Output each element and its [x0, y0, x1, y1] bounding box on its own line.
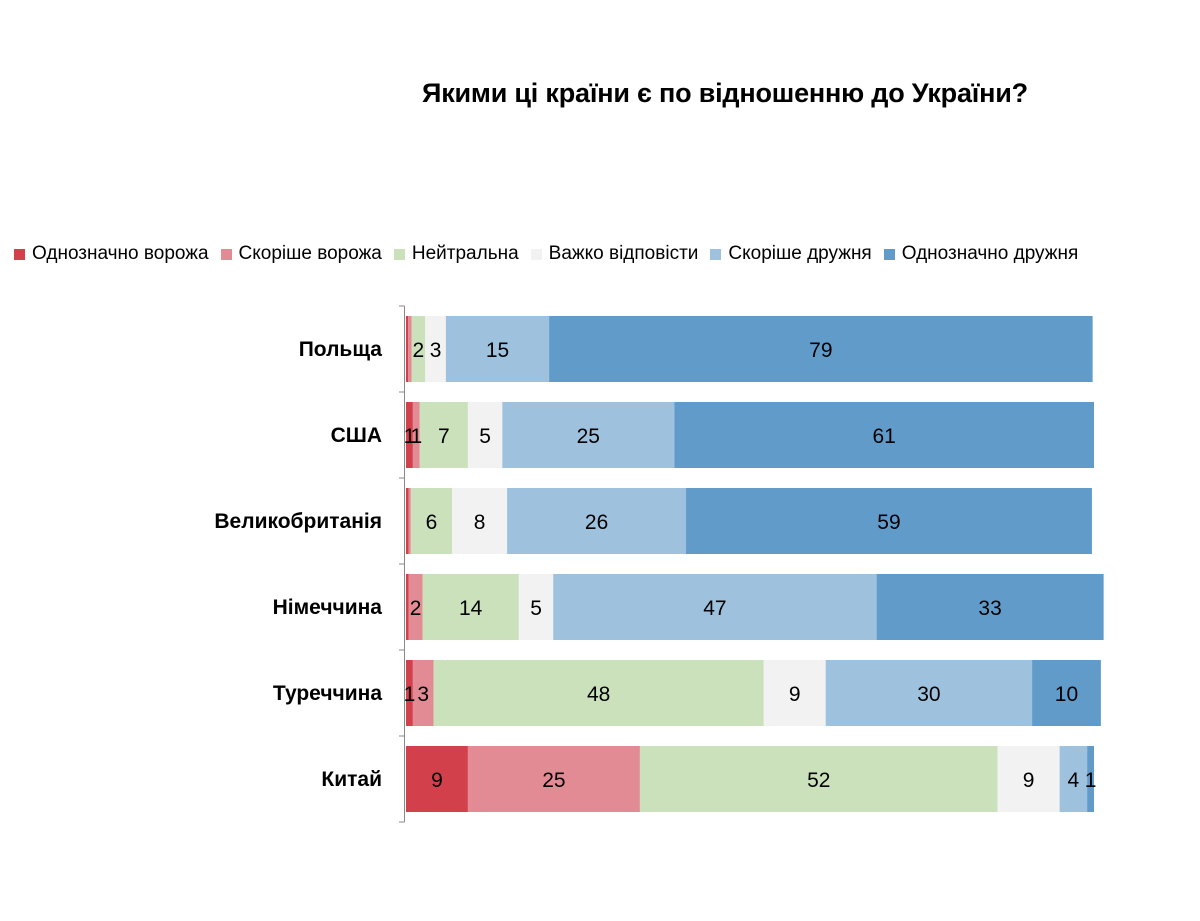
data-label: 3 — [430, 339, 442, 362]
bar-segment — [452, 488, 508, 554]
bar-segment — [433, 660, 764, 726]
legend-item: Скоріше ворожа — [220, 243, 382, 265]
bar-segment — [406, 316, 409, 382]
legend-item: Нейтральна — [393, 243, 519, 265]
bar-segment — [763, 660, 826, 726]
data-label: 25 — [577, 425, 600, 448]
data-label: 3 — [417, 683, 429, 706]
legend-label: Скоріше ворожа — [238, 243, 382, 264]
bar-segment — [518, 574, 554, 640]
data-label: 2 — [413, 339, 425, 362]
bar-segment — [686, 488, 1092, 554]
legend-swatch — [393, 248, 405, 260]
data-label: 47 — [703, 597, 726, 620]
legend-label: Скоріше дружня — [728, 243, 872, 264]
bar-segment — [639, 746, 998, 812]
data-label: 14 — [459, 597, 483, 620]
bar-segment — [467, 402, 503, 468]
category-label: США — [331, 424, 382, 447]
data-label: 1 — [404, 425, 416, 448]
bar-segment — [406, 746, 468, 812]
data-label: 5 — [479, 425, 491, 448]
data-label: 48 — [587, 683, 610, 706]
data-label: 25 — [542, 769, 565, 792]
legend-item: Скоріше дружня — [710, 243, 872, 265]
bar-segment — [876, 574, 1104, 640]
bar-segment — [406, 488, 409, 554]
bar-segment — [408, 316, 412, 382]
data-label: 7 — [438, 425, 450, 448]
legend-swatch — [14, 248, 25, 260]
bar-segment — [549, 316, 1093, 382]
bar-segment — [406, 660, 413, 726]
bar-segment — [422, 574, 519, 640]
bar-segment — [1087, 746, 1094, 812]
bar-segment — [419, 402, 468, 468]
bar-segment — [411, 316, 426, 382]
bar-segment — [412, 402, 420, 468]
category-label: Туреччина — [273, 682, 382, 705]
legend-swatch — [883, 248, 895, 260]
bar-segment — [410, 488, 453, 554]
legend-swatch — [220, 248, 232, 260]
bar-segment — [406, 402, 413, 468]
bar-segment — [674, 402, 1094, 468]
bar-segment — [502, 402, 675, 468]
bar-segment — [825, 660, 1033, 726]
bar-segment — [507, 488, 687, 554]
bar-segment — [412, 660, 434, 726]
bar-segment — [1032, 660, 1101, 726]
bar-segment — [467, 746, 640, 812]
data-label: 15 — [486, 339, 509, 362]
legend-item: Однозначно ворожа — [14, 243, 209, 265]
data-label: 1 — [410, 425, 422, 448]
data-label: 9 — [1023, 769, 1035, 792]
legend-label: Важко відповісти — [548, 243, 699, 264]
data-label: 2 — [410, 597, 422, 620]
bar-segment — [406, 574, 409, 640]
legend-label: Однозначно ворожа — [32, 243, 209, 264]
data-label: 79 — [809, 339, 832, 362]
bar-segment — [408, 488, 411, 554]
bar-segment — [997, 746, 1060, 812]
data-label: 9 — [789, 683, 801, 706]
legend-label: Нейтральна — [411, 243, 519, 264]
bar-segment — [408, 574, 423, 640]
data-label: 59 — [877, 511, 900, 534]
legend-label: Однозначно дружня — [901, 243, 1079, 264]
data-label: 10 — [1055, 683, 1078, 706]
bar-segment — [553, 574, 877, 640]
bar-segment — [425, 316, 446, 382]
category-label: Німеччина — [273, 596, 383, 619]
category-label: Великобританія — [214, 510, 382, 533]
data-label: 1 — [1085, 769, 1097, 792]
bar-segment — [445, 316, 550, 382]
legend-swatch — [710, 248, 722, 260]
data-label: 26 — [585, 511, 608, 534]
data-label: 8 — [474, 511, 486, 534]
data-label: 33 — [978, 597, 1001, 620]
data-label: 52 — [807, 769, 830, 792]
data-label: 6 — [426, 511, 438, 534]
data-label: 1 — [404, 683, 416, 706]
bar-segment — [1059, 746, 1088, 812]
legend-swatch — [530, 248, 542, 260]
data-label: 30 — [917, 683, 940, 706]
legend-item: Важко відповісти — [530, 243, 699, 265]
data-label: 61 — [872, 425, 895, 448]
chart-legend: Однозначно ворожа Скоріше ворожа Нейтральн… — [14, 241, 1090, 267]
category-label: Китай — [321, 768, 382, 791]
category-label: Польща — [299, 338, 383, 361]
data-label: 5 — [530, 597, 542, 620]
data-label: 9 — [431, 769, 443, 792]
data-label: 4 — [1068, 769, 1080, 792]
chart-title: Якими ці країни є по відношенню до Украї… — [422, 78, 1028, 108]
legend-item: Однозначно дружня — [883, 243, 1079, 265]
